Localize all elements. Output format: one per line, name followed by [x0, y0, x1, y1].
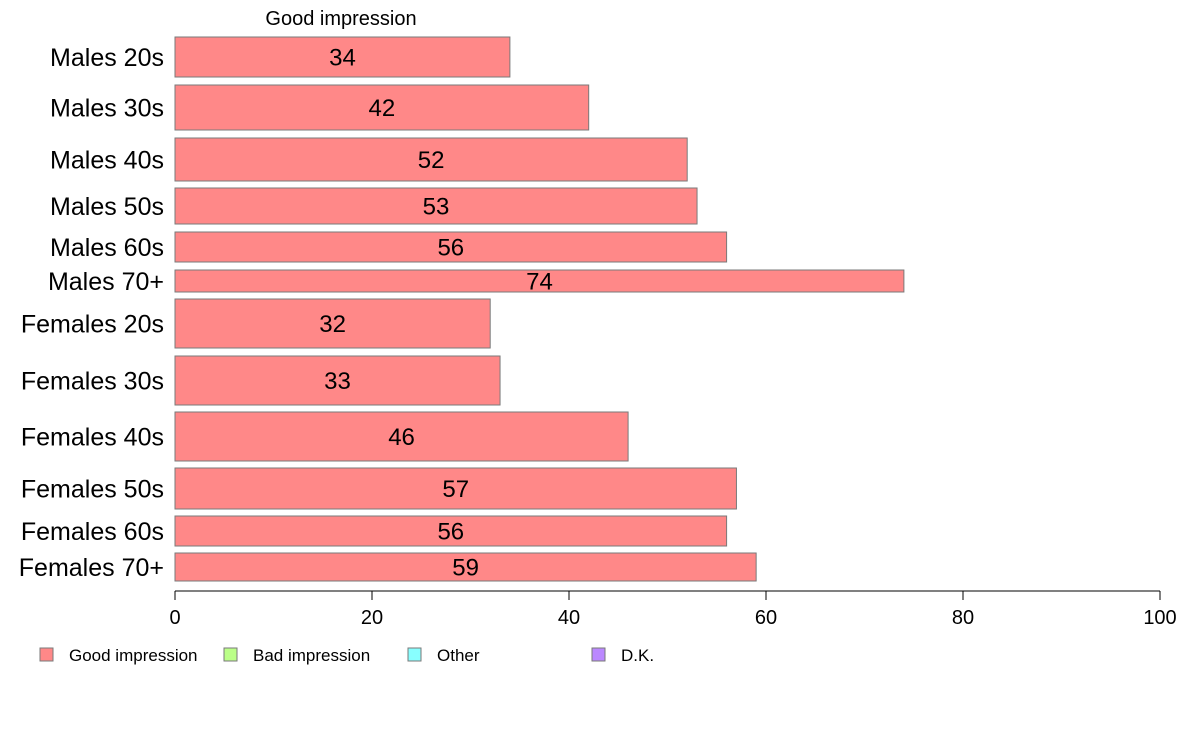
legend-swatch	[407, 647, 422, 662]
bar-value-label: 56	[437, 235, 464, 262]
legend-swatch	[39, 647, 54, 662]
category-label: Males 60s	[50, 234, 164, 262]
bar	[174, 84, 590, 131]
bar	[174, 411, 629, 462]
x-tick-label: 0	[169, 607, 180, 629]
legend-swatch	[223, 647, 238, 662]
category-label: Females 30s	[21, 368, 164, 396]
bar-value-label: 52	[418, 147, 445, 174]
bar	[174, 231, 728, 263]
series-title: Good impression	[265, 8, 416, 30]
bar	[174, 187, 698, 225]
legend-swatch	[591, 647, 606, 662]
x-tick-label: 100	[1143, 607, 1176, 629]
legend: Good impression Bad impression Other D.K.	[39, 646, 654, 665]
bar	[174, 269, 905, 293]
bar-value-label: 32	[319, 311, 346, 338]
legend-label: Bad impression	[253, 646, 370, 665]
bar-value-label: 53	[423, 194, 450, 221]
bar-value-label: 33	[324, 368, 351, 395]
bar-value-label: 56	[437, 519, 464, 546]
category-label: Females 20s	[21, 311, 164, 339]
bar	[174, 298, 491, 349]
x-tick-label: 80	[952, 607, 974, 629]
bar	[174, 515, 728, 547]
bar-value-label: 59	[452, 555, 479, 582]
bar	[174, 552, 757, 582]
bar	[174, 467, 737, 510]
category-label: Females 40s	[21, 424, 164, 452]
category-label: Males 20s	[50, 44, 164, 72]
category-label: Males 70+	[48, 268, 164, 296]
legend-label: Other	[437, 646, 480, 665]
x-tick-label: 20	[361, 607, 383, 629]
x-tick-label: 40	[558, 607, 580, 629]
bar-value-label: 46	[388, 424, 415, 451]
bar-value-label: 74	[526, 269, 553, 296]
bar	[174, 355, 501, 406]
x-tick-label: 60	[755, 607, 777, 629]
category-label: Females 60s	[21, 518, 164, 546]
bars-layer: Males 20s 34 Males 30s 42 Males 40s 52 Males 5…	[19, 36, 905, 582]
category-label: Males 40s	[50, 147, 164, 175]
category-label: Males 30s	[50, 95, 164, 123]
x-axis: 0 20 40 60 80 100	[169, 590, 1177, 629]
bar	[174, 137, 688, 182]
bar	[174, 36, 511, 78]
category-label: Males 50s	[50, 193, 164, 221]
category-label: Females 50s	[21, 476, 164, 504]
legend-label: D.K.	[621, 646, 654, 665]
bar-value-label: 57	[442, 476, 469, 503]
bar-value-label: 34	[329, 45, 356, 72]
category-label: Females 70+	[19, 554, 164, 582]
bar-value-label: 42	[368, 95, 395, 122]
legend-label: Good impression	[69, 646, 198, 665]
